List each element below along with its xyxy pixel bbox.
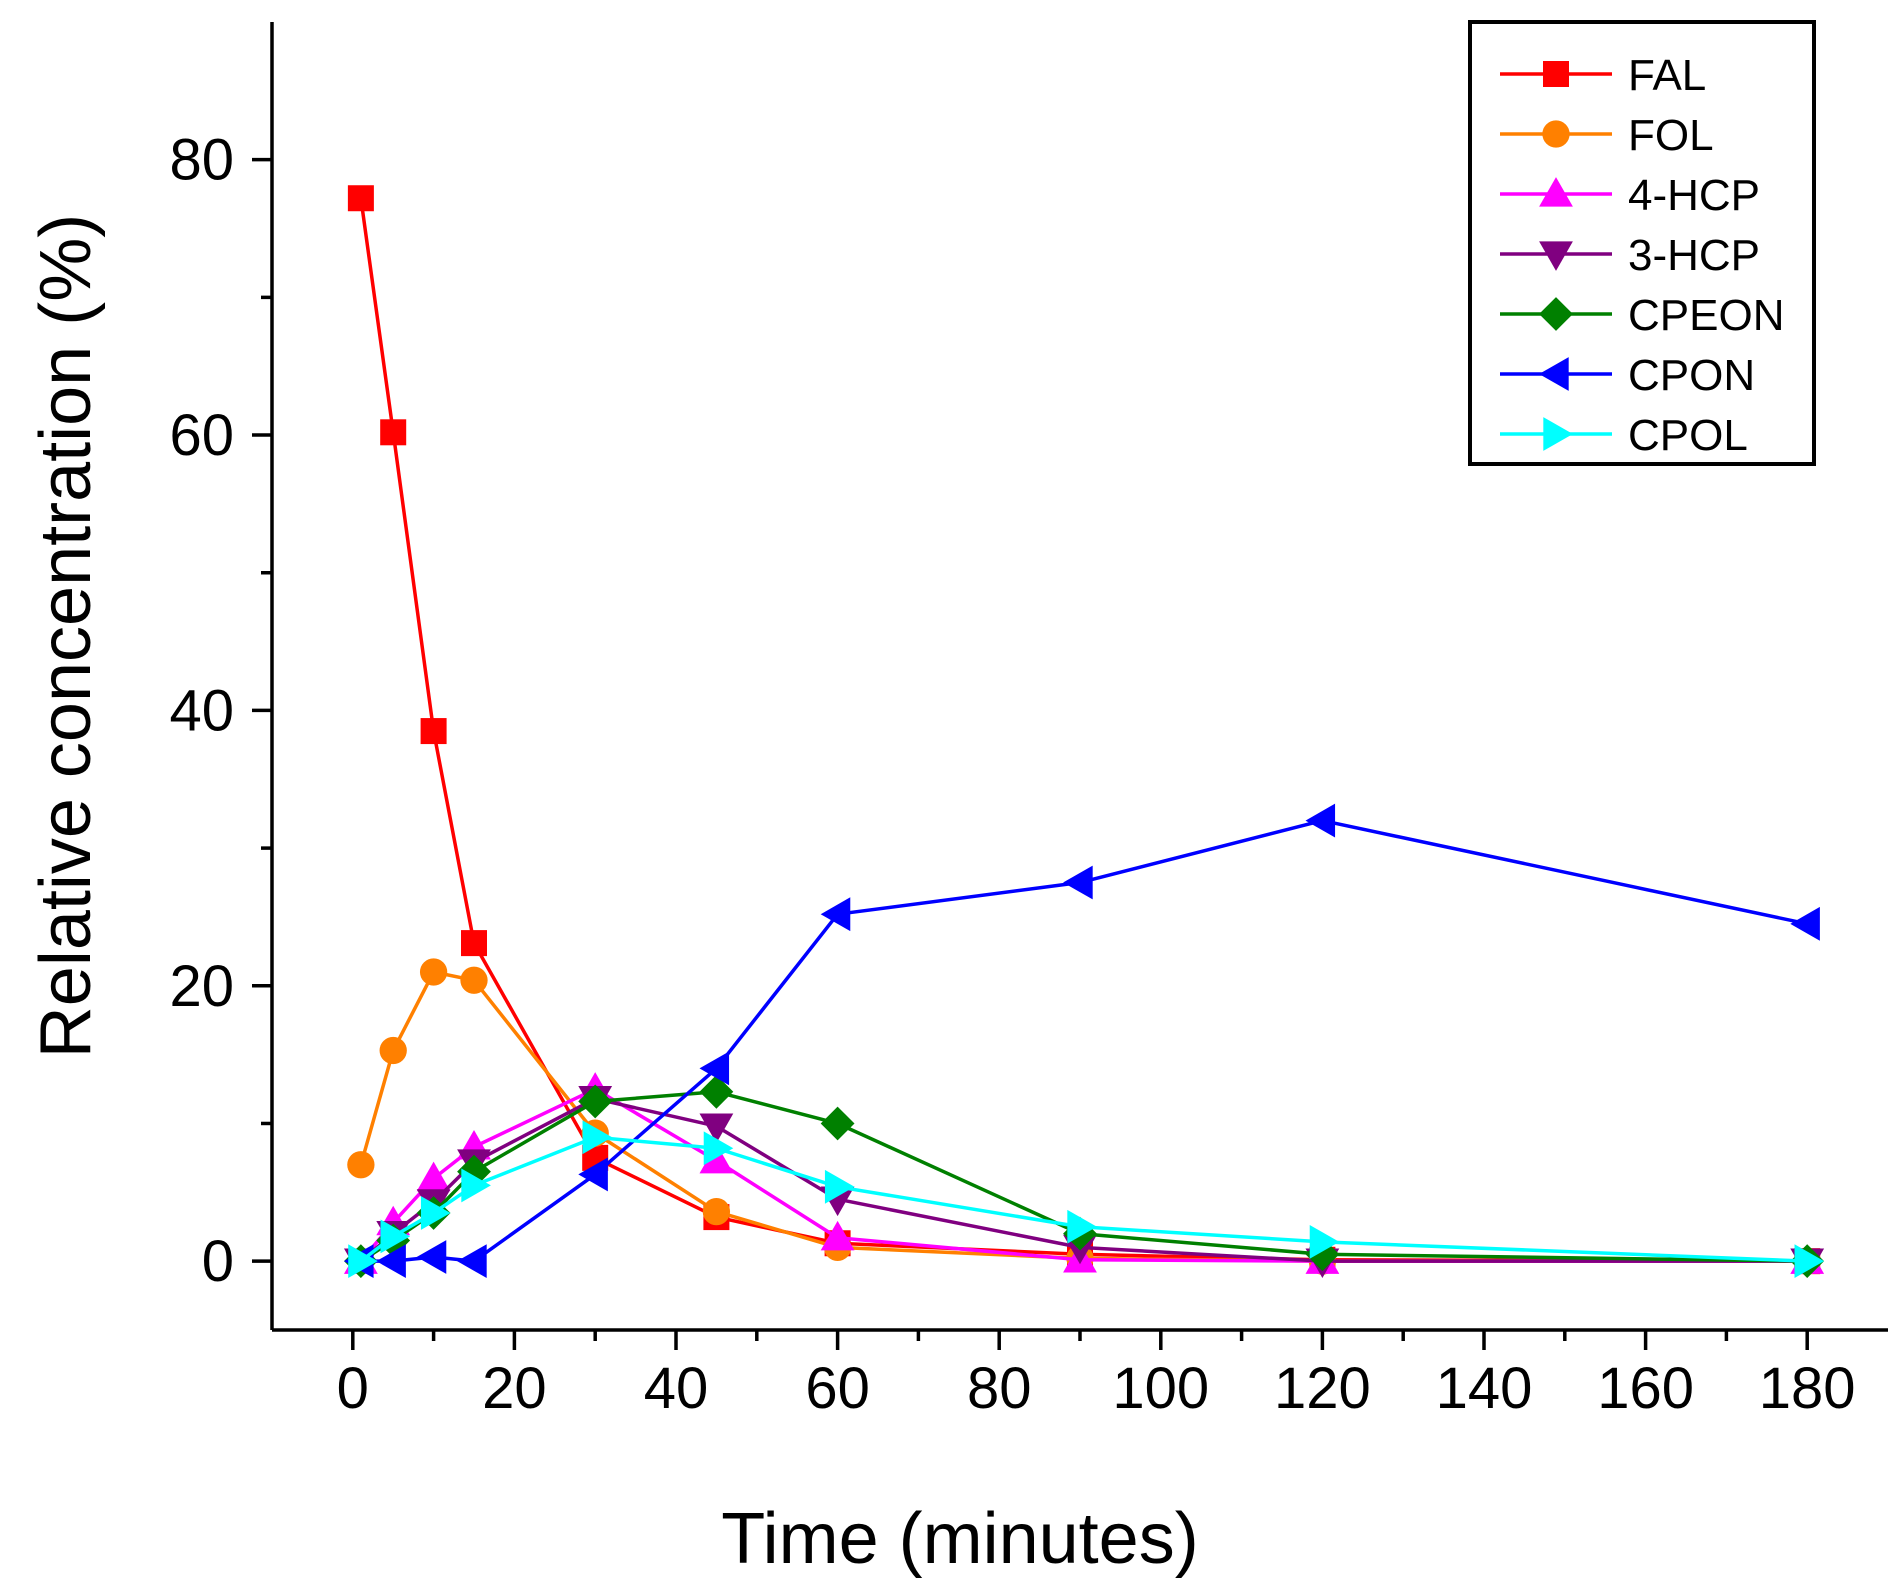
- legend-label: CPOL: [1628, 411, 1748, 460]
- series-cpol: [348, 1120, 1825, 1279]
- legend-box: [1468, 20, 1816, 466]
- data-point-fal: [461, 930, 487, 957]
- data-point-cpon: [1305, 803, 1336, 838]
- x-tick-label: 180: [1759, 1356, 1856, 1421]
- data-point-cpeon: [699, 1074, 734, 1109]
- legend-label: CPEON: [1628, 291, 1784, 340]
- x-tick-label: 0: [337, 1356, 369, 1421]
- data-point-cpon: [376, 1244, 406, 1279]
- x-tick-label: 160: [1597, 1356, 1694, 1421]
- series-line-fal: [359, 197, 1808, 1263]
- legend-item-fal: FAL: [1500, 51, 1706, 100]
- data-point-cpeon: [578, 1084, 613, 1119]
- legend-marker: [1543, 417, 1573, 451]
- data-point-fal: [380, 419, 407, 446]
- data-point-3-hcp: [699, 1113, 734, 1144]
- legend-marker: [1539, 297, 1573, 331]
- series-3-hcp: [343, 1086, 1825, 1279]
- series-line-3-hcp: [359, 1096, 1808, 1263]
- data-point-4-hcp: [699, 1143, 734, 1174]
- x-tick-label: 20: [482, 1356, 547, 1421]
- data-point-cpol: [1067, 1209, 1097, 1244]
- legend-label: 4-HCP: [1628, 171, 1760, 220]
- data-point-fol: [419, 958, 448, 986]
- legend-marker: [1539, 241, 1573, 271]
- legend-label: CPON: [1628, 351, 1755, 400]
- data-point-cpol: [824, 1169, 855, 1204]
- legend-item-cpol: CPOL: [1500, 411, 1748, 460]
- x-tick-label: 100: [1112, 1356, 1209, 1421]
- legend-item-cpeon: CPEON: [1500, 291, 1784, 340]
- data-point-cpol: [582, 1120, 613, 1155]
- data-point-cpon: [820, 897, 851, 932]
- x-tick-label: 40: [644, 1356, 709, 1421]
- data-point-fol: [460, 966, 488, 994]
- data-point-cpol: [1309, 1224, 1340, 1259]
- series-line-cpon: [360, 818, 1808, 1263]
- legend-item-3-hcp: 3-HCP: [1500, 231, 1760, 280]
- data-point-fol: [702, 1197, 731, 1226]
- x-tick-label: 60: [805, 1356, 870, 1421]
- data-point-fal: [347, 185, 374, 212]
- data-point-cpeon: [457, 1154, 491, 1189]
- data-point-fal: [420, 718, 447, 745]
- y-tick-label: 80: [169, 128, 234, 193]
- series-line-4-hcp: [359, 1087, 1808, 1263]
- legend-marker: [1543, 61, 1569, 87]
- legend-marker: [1542, 120, 1570, 148]
- legend-label: FAL: [1628, 51, 1706, 100]
- data-point-cpol: [348, 1244, 378, 1279]
- legend-marker: [1539, 357, 1569, 391]
- x-tick-label: 140: [1436, 1356, 1533, 1421]
- data-point-fol: [347, 1151, 375, 1179]
- y-tick-label: 40: [169, 678, 234, 743]
- series-line-cpeon: [359, 1090, 1808, 1263]
- data-point-cpeon: [820, 1106, 855, 1141]
- data-point-cpon: [416, 1240, 447, 1274]
- data-point-cpol: [703, 1131, 734, 1166]
- y-axis-title: Relative concentration (%): [26, 214, 106, 1058]
- y-tick-label: 0: [202, 1229, 234, 1294]
- data-point-4-hcp: [820, 1220, 855, 1251]
- data-point-cpon: [699, 1051, 730, 1086]
- data-point-cpol: [420, 1196, 451, 1230]
- series-line-fol: [359, 970, 1808, 1263]
- series-line-cpol: [359, 1135, 1808, 1263]
- data-point-fol: [379, 1036, 407, 1065]
- legend-item-4-hcp: 4-HCP: [1500, 171, 1760, 220]
- legend-marker: [1539, 177, 1573, 207]
- data-point-cpol: [461, 1168, 491, 1203]
- legend-label: FOL: [1628, 111, 1714, 160]
- axes-group: 0 20 40 60 80 100 120 140 160 180 0 20 40 60 80: [169, 22, 1888, 1421]
- data-point-cpon: [457, 1244, 487, 1279]
- series-cpon: [343, 803, 1820, 1279]
- legend: FAL FOL 4-HCP 3-HCP CPEON CPON CPOL: [1468, 20, 1816, 466]
- legend-label: 3-HCP: [1628, 231, 1760, 280]
- data-point-4-hcp: [416, 1161, 451, 1192]
- legend-item-fol: FOL: [1500, 111, 1714, 160]
- x-tick-label: 120: [1274, 1356, 1371, 1421]
- series-group: [343, 185, 1825, 1279]
- y-tick-label: 20: [169, 954, 234, 1019]
- data-point-cpon: [1790, 906, 1820, 941]
- data-point-cpol: [380, 1219, 411, 1254]
- data-point-cpon: [578, 1157, 608, 1192]
- x-tick-label: 80: [967, 1356, 1032, 1421]
- x-axis-title: Time (minutes): [721, 1499, 1198, 1579]
- data-point-cpon: [1063, 865, 1093, 900]
- data-point-cpol: [1794, 1244, 1825, 1279]
- legend-item-cpon: CPON: [1500, 351, 1755, 400]
- y-tick-label: 60: [169, 403, 234, 468]
